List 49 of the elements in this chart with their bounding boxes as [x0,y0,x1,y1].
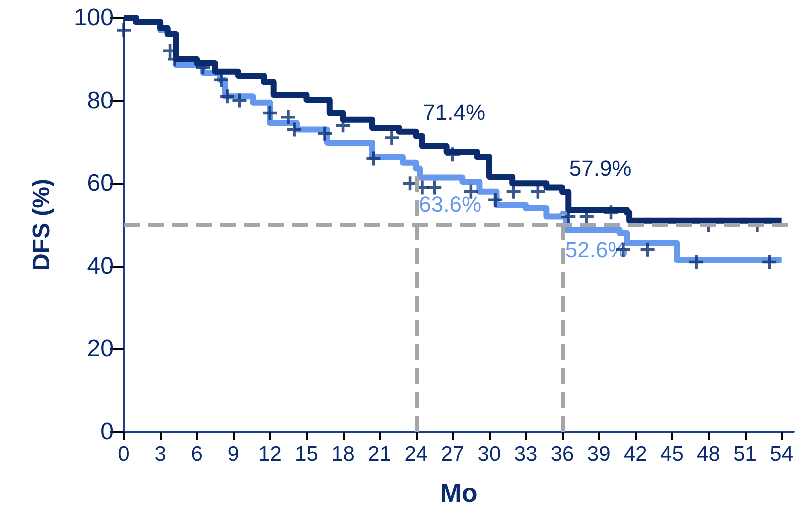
x-tick-label: 0 [118,443,130,466]
x-tick-label: 6 [191,443,203,466]
x-tick-label: 27 [441,443,465,466]
x-axis-title: Mo [440,478,478,508]
point [281,110,296,124]
y-tick-label: 100 [74,4,114,32]
x-tick-label: 3 [154,443,166,466]
point [214,73,228,88]
y-tick-label: 20 [87,336,114,363]
point [263,106,278,120]
x-tick-label: 54 [770,443,794,466]
data-label: 57.9% [569,156,632,181]
x-tick-label: 30 [478,443,502,466]
point [506,184,521,199]
x-tick-label: 42 [624,443,648,466]
x-tick-label: 21 [368,443,392,466]
x-tick-label: 12 [258,443,282,466]
point [690,255,704,270]
y-tick-label: 0 [100,418,114,446]
point [428,180,442,195]
data-label: 71.4% [423,100,486,125]
point [531,184,546,199]
y-tick-label: 80 [87,87,114,114]
x-tick-label: 24 [404,443,428,466]
x-tick-label: 51 [734,443,757,466]
x-tick-label: 48 [697,443,720,466]
point [366,152,381,166]
x-tick-label: 36 [550,443,574,466]
point [446,148,460,162]
point [488,193,503,208]
point [385,131,399,146]
point [288,122,302,137]
y-tick-label: 40 [87,252,114,280]
point [762,255,777,270]
point [220,90,235,104]
point [117,23,131,38]
y-tick-label: 60 [87,170,114,198]
point [640,242,655,257]
point [232,94,247,108]
y-axis-title: DFS (%) [28,179,56,271]
point [318,126,332,141]
data-label: 63.6% [419,192,482,218]
x-tick-label: 45 [660,443,684,466]
x-tick-label: 33 [514,443,538,466]
x-tick-label: 15 [295,443,318,466]
x-tick-label: 39 [587,443,611,466]
point [604,206,618,220]
x-tick-label: 9 [228,443,240,466]
x-tick-label: 18 [332,443,355,466]
